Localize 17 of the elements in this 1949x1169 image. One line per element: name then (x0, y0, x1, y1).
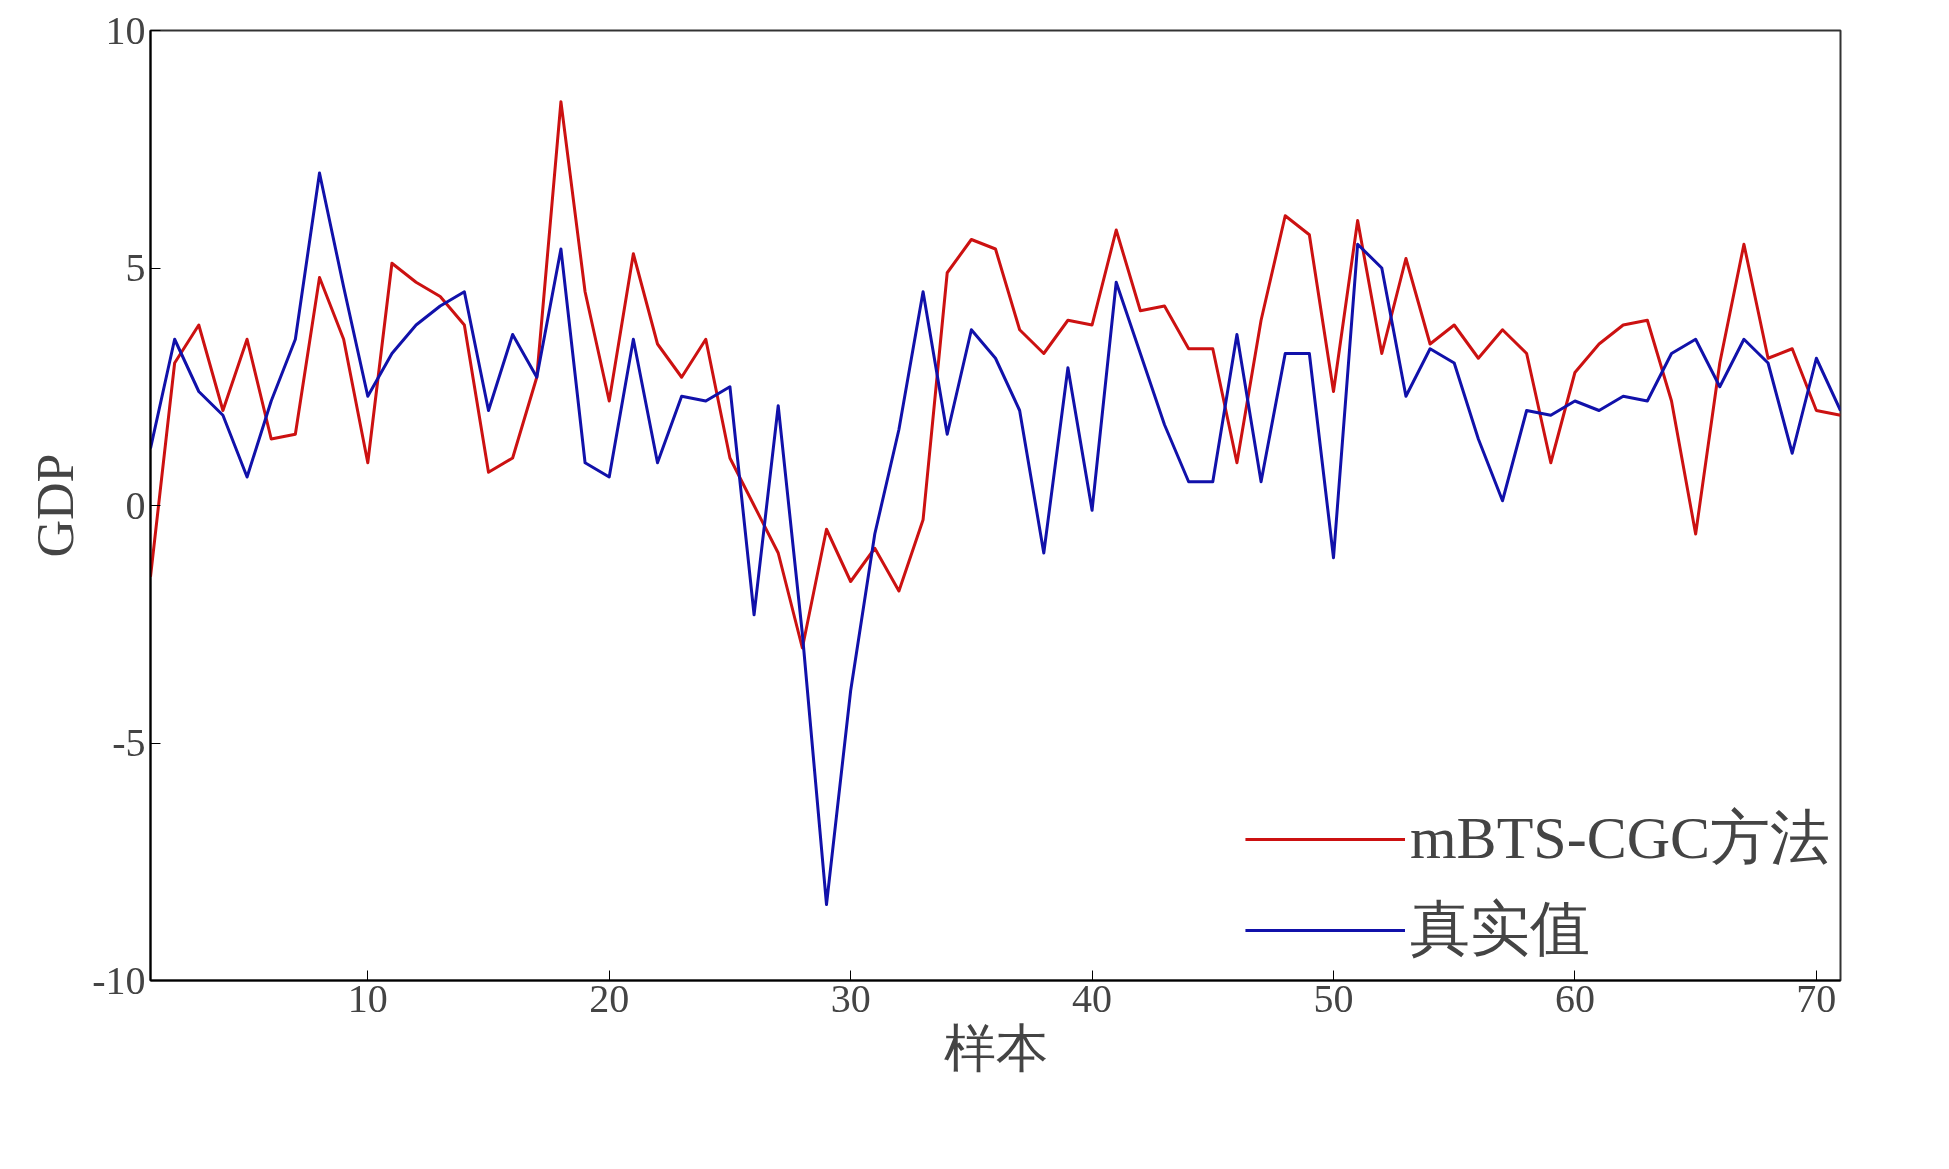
x-tick-label: 70 (1796, 975, 1837, 1021)
x-tick-label: 20 (589, 975, 630, 1021)
y-tick-label: 0 (125, 482, 146, 528)
legend-label: 真实值 (1409, 895, 1590, 964)
y-axis-title: GDP (27, 453, 85, 558)
legend-label: mBTS-CGC方法 (1409, 804, 1830, 873)
y-tick-label: -10 (92, 957, 146, 1003)
y-tick-label: -5 (112, 720, 146, 765)
x-tick-label: 50 (1313, 975, 1354, 1021)
y-tick-label: 5 (125, 245, 146, 290)
x-tick-label: 40 (1072, 975, 1113, 1021)
y-tick-label: 10 (105, 7, 146, 53)
x-tick-label: 10 (347, 975, 388, 1021)
x-tick-label: 30 (830, 975, 871, 1021)
x-tick-label: 60 (1554, 975, 1595, 1021)
line-series (150, 100, 1841, 650)
x-axis-title: 样本 (943, 1019, 1048, 1077)
